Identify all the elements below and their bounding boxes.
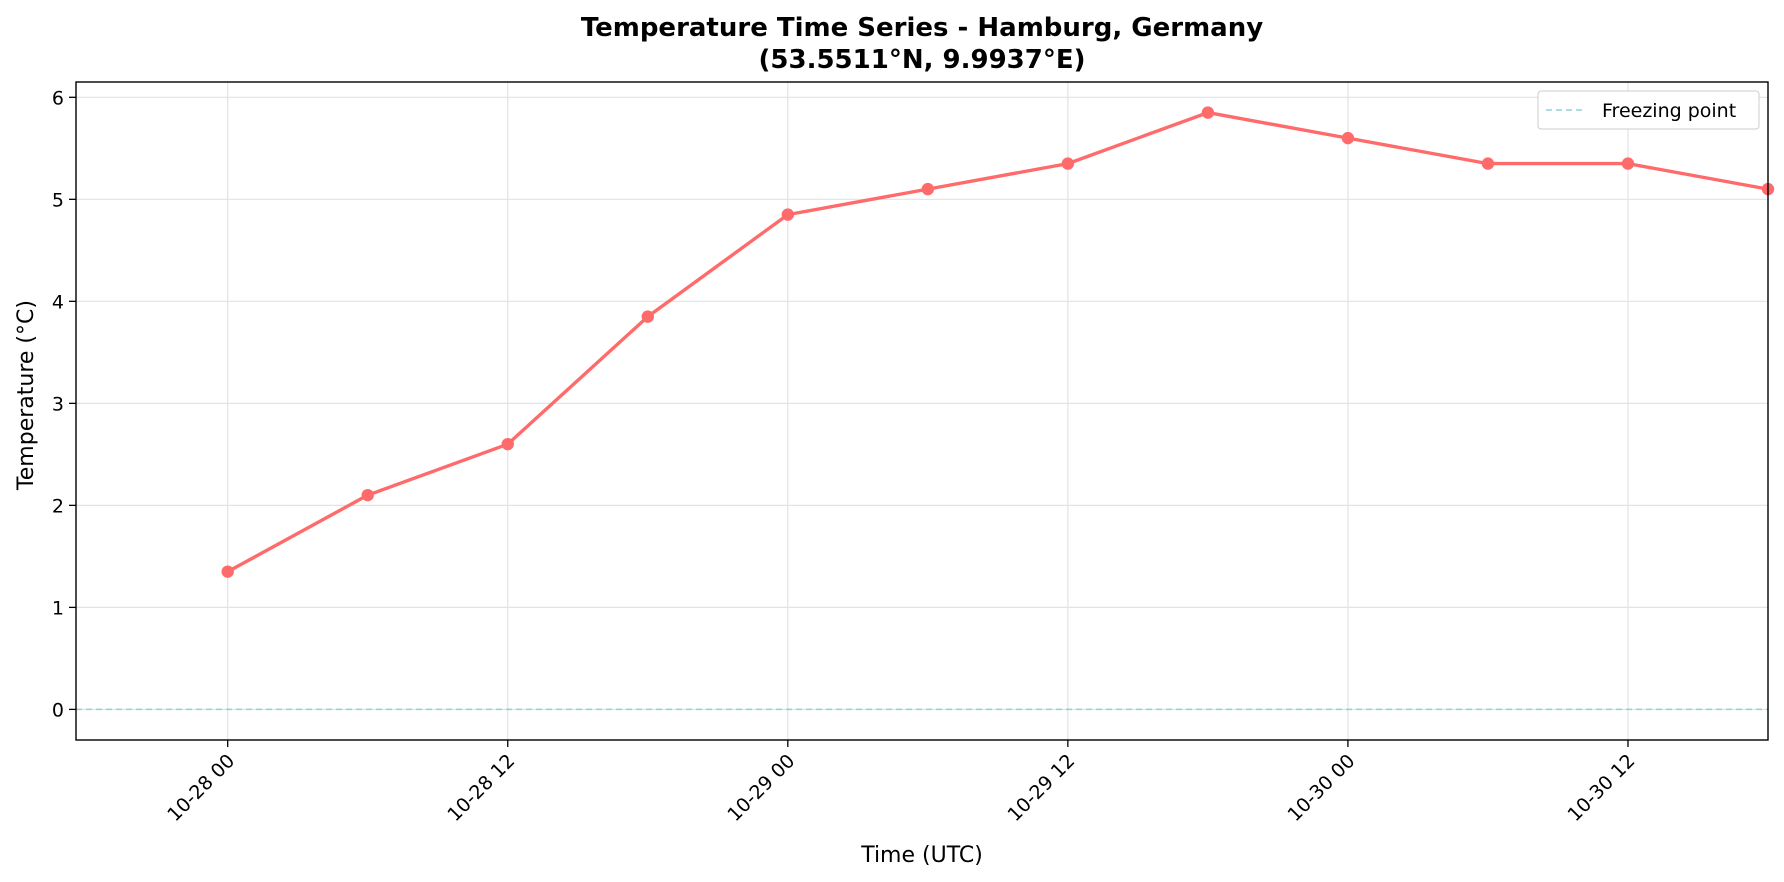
temperature-point: [921, 182, 935, 196]
chart-subtitle: (53.5511°N, 9.9937°E): [759, 45, 1086, 75]
temperature-point: [1341, 131, 1355, 145]
y-tick-label: 3: [52, 393, 64, 415]
legend: Freezing point: [1537, 90, 1760, 130]
y-tick-label: 0: [52, 699, 64, 721]
x-tick-label: 10-30 00: [1283, 750, 1359, 826]
chart-title: Temperature Time Series - Hamburg, Germa…: [581, 13, 1263, 43]
y-axis-ticks: 0 1 2 3 4 5 6: [52, 87, 76, 721]
temperature-point: [1621, 157, 1635, 170]
grid: [76, 82, 1768, 740]
y-tick-label: 5: [52, 189, 64, 211]
temperature-point: [221, 565, 234, 578]
legend-box: [1537, 90, 1760, 130]
y-tick-label: 4: [52, 291, 64, 313]
x-tick-label: 10-29 12: [1003, 750, 1079, 826]
temperature-point: [361, 488, 374, 502]
x-axis-ticks: 10-28 00 10-28 12 10-29 00 10-29 12 10-30 00…: [163, 740, 1640, 826]
legend-label-freezing-point: Freezing point: [1602, 100, 1736, 122]
temperature-line: [225, 110, 1770, 574]
temperature-point: [1481, 157, 1495, 170]
x-axis-label: Time (UTC): [860, 843, 983, 868]
x-tick-label: 10-29 00: [723, 750, 799, 826]
temperature-point: [501, 437, 514, 451]
y-tick-label: 6: [52, 87, 64, 109]
x-tick-label: 10-28 12: [443, 750, 519, 826]
y-axis-label: Temperature (°C): [14, 300, 39, 491]
temperature-point: [641, 310, 654, 323]
temperature-point: [781, 208, 795, 221]
series: [221, 106, 1775, 578]
plot-area-frame: [75, 81, 1769, 741]
y-tick-label: 2: [52, 495, 64, 517]
temperature-point: [1061, 157, 1075, 170]
x-tick-label: 10-30 12: [1564, 750, 1640, 826]
y-tick-label: 1: [52, 597, 64, 619]
temperature-point: [1201, 106, 1215, 119]
x-tick-label: 10-28 00: [163, 750, 239, 826]
